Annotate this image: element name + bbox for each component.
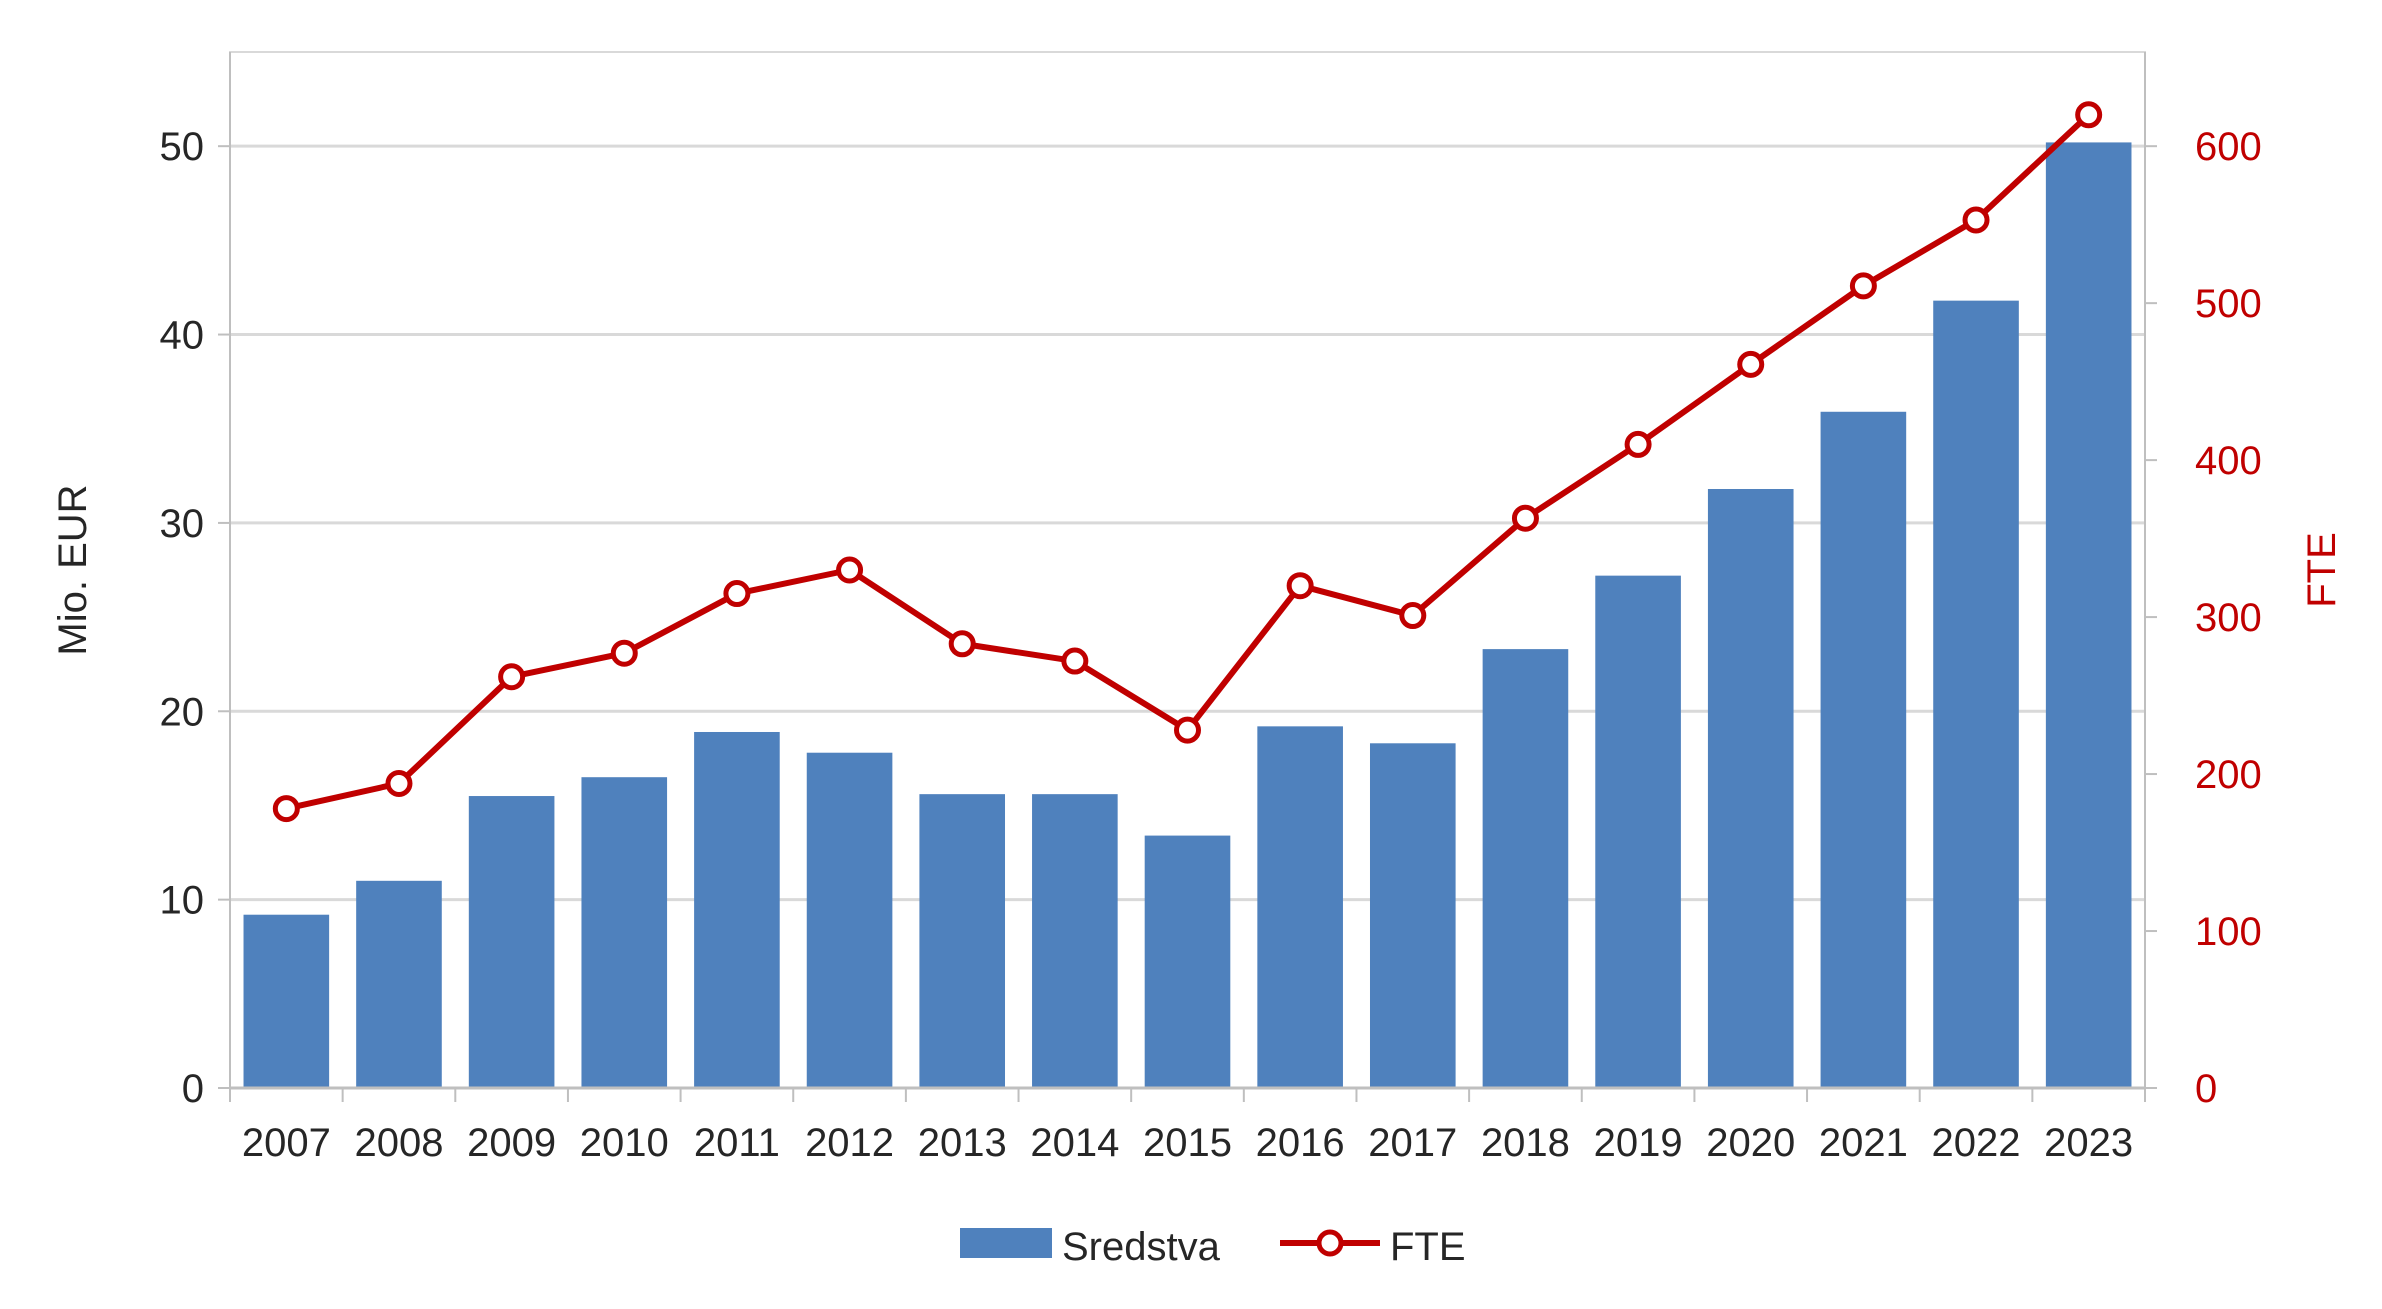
fte-point-2012 (836, 556, 864, 584)
x-tick-label-2015: 2015 (1143, 1121, 1232, 1165)
y-tick-label-right-500: 500 (2195, 282, 2262, 326)
fte-point-2019 (1624, 430, 1652, 458)
y-axis-title-left: Mio. EUR (51, 484, 95, 655)
bar-2019 (1595, 575, 1681, 1088)
x-tick-label-2014: 2014 (1030, 1121, 1119, 1165)
x-tick-label-2023: 2023 (2044, 1121, 2133, 1165)
bar-2008 (356, 880, 442, 1088)
y-tick-label-right-0: 0 (2195, 1067, 2217, 1111)
bar-2010 (581, 777, 668, 1088)
x-tick-label-2018: 2018 (1481, 1121, 1570, 1165)
y-tick-label-left-0: 0 (182, 1067, 204, 1111)
x-tick-label-2022: 2022 (1932, 1121, 2021, 1165)
bar-2018 (1482, 649, 1569, 1088)
bar-2020 (1707, 489, 1794, 1088)
fte-point-2007 (272, 795, 300, 823)
axes (218, 52, 2157, 1102)
x-tick-label-2008: 2008 (354, 1121, 443, 1165)
bar-2013 (919, 794, 1006, 1088)
y-tick-label-left-50: 50 (160, 125, 205, 169)
fte-point-2008 (385, 769, 413, 797)
x-tick-label-2011: 2011 (694, 1121, 780, 1165)
bar-2007 (243, 914, 330, 1088)
fte-point-2022 (1962, 206, 1990, 234)
bar-2014 (1032, 794, 1118, 1088)
x-tick-label-2012: 2012 (805, 1121, 894, 1165)
fte-point-2009 (498, 663, 526, 691)
fte-point-2010 (610, 639, 638, 667)
fte-point-2015 (1174, 716, 1201, 744)
y-tick-label-right-600: 600 (2195, 125, 2262, 169)
x-tick-label-2013: 2013 (918, 1121, 1007, 1165)
fte-point-2013 (948, 630, 976, 658)
y-tick-label-right-400: 400 (2195, 439, 2262, 483)
x-tick-label-2016: 2016 (1256, 1121, 1345, 1165)
y-tick-label-right-300: 300 (2195, 596, 2262, 640)
x-tick-label-2019: 2019 (1594, 1121, 1683, 1165)
fte-point-2021 (1849, 272, 1877, 300)
x-tick-label-2020: 2020 (1706, 1121, 1795, 1165)
fte-point-2018 (1511, 504, 1539, 532)
x-tick-label-2007: 2007 (242, 1121, 331, 1165)
fte-point-2011 (723, 580, 751, 608)
y-tick-label-right-200: 200 (2195, 753, 2262, 797)
bar-2017 (1369, 743, 1456, 1088)
fte-point-2020 (1737, 350, 1765, 378)
y-tick-label-left-20: 20 (160, 690, 205, 734)
bar-2021 (1820, 411, 1907, 1088)
fte-point-2014 (1061, 647, 1089, 675)
fte-point-2016 (1286, 572, 1314, 600)
bar-2011 (694, 731, 780, 1088)
fte-point-2017 (1399, 602, 1427, 630)
legend-label-fte: FTE (1390, 1225, 1466, 1269)
bar-2009 (468, 796, 555, 1088)
y-tick-label-left-10: 10 (160, 879, 205, 923)
bar-2012 (806, 752, 893, 1088)
legend-swatch-sredstva (960, 1228, 1052, 1258)
x-tick-label-2009: 2009 (467, 1121, 556, 1165)
y-tick-label-right-100: 100 (2195, 910, 2262, 954)
bar-2015 (1144, 835, 1231, 1088)
legend: Sredstva FTE (960, 1225, 1466, 1269)
x-tick-label-2010: 2010 (580, 1121, 669, 1165)
y-tick-label-left-30: 30 (160, 502, 205, 546)
bar-2022 (1933, 300, 2019, 1088)
legend-label-sredstva: Sredstva (1062, 1225, 1221, 1269)
y-tick-label-left-40: 40 (160, 314, 205, 358)
line-series-fte (272, 101, 2103, 823)
bar-2023 (2045, 142, 2132, 1088)
bar-series-sredstva (243, 142, 2132, 1088)
legend-swatch-fte-marker (1316, 1229, 1344, 1257)
y-axis-title-right: FTE (2300, 532, 2344, 608)
fte-point-2023 (2075, 101, 2103, 129)
x-tick-label-2021: 2021 (1819, 1121, 1908, 1165)
fte-line-path (285, 112, 2091, 812)
x-tick-label-2017: 2017 (1368, 1121, 1457, 1165)
bar-2016 (1257, 726, 1343, 1088)
